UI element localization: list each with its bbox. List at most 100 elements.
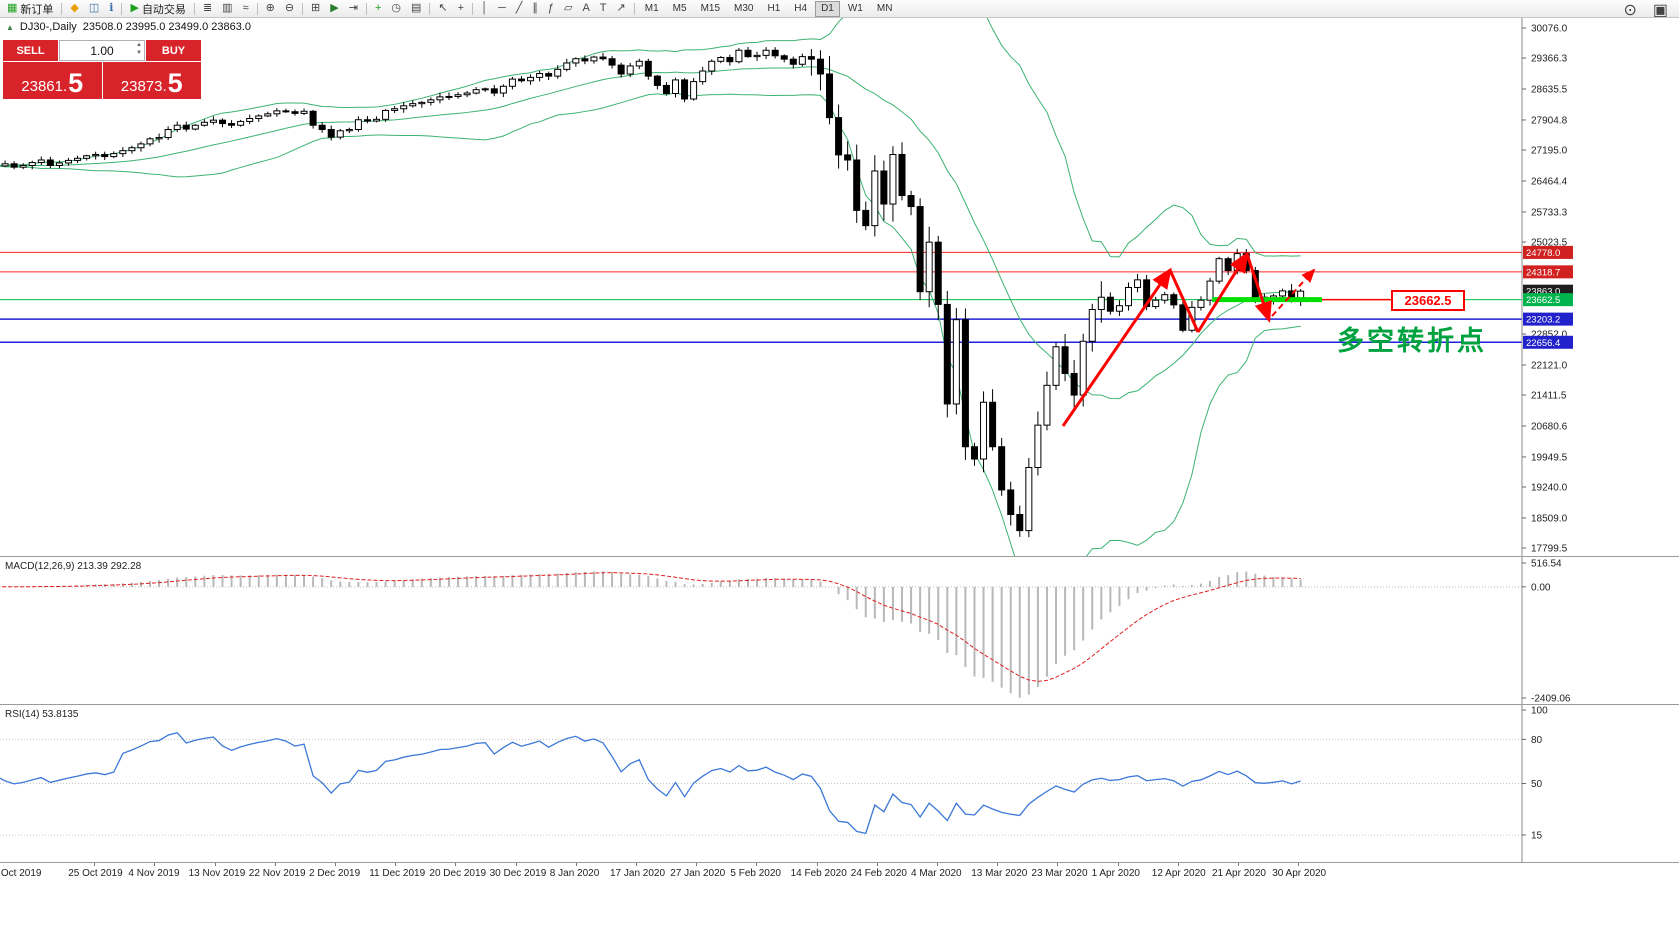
indicators-icon[interactable]: + [370, 0, 386, 17]
bars-chart-icon[interactable]: ≣ [198, 0, 217, 17]
shapes-icon: ▱ [563, 2, 573, 14]
volume-down-icon[interactable]: ▼ [136, 50, 142, 57]
channel-icon: ∥ [532, 2, 538, 14]
timeframe-w1-button[interactable]: W1 [847, 2, 863, 14]
trend-zigzag-arrow[interactable] [1245, 253, 1272, 323]
trend-zigzag-arrow[interactable] [1168, 269, 1200, 333]
timeframe-d1-button[interactable]: D1 [815, 0, 840, 17]
projection-arrow[interactable] [1271, 268, 1316, 317]
timeframe-h1-button[interactable]: H1 [767, 2, 781, 14]
time-axis-tick [756, 863, 758, 866]
autotrading-button: ▶ [130, 2, 139, 14]
auto-scroll-icon[interactable]: ▶ [325, 0, 343, 17]
zoom-in-icon[interactable]: ⊕ [261, 0, 280, 17]
new-order-button[interactable]: ▦ 新订单 [2, 0, 58, 17]
tile-windows-icon[interactable]: ⊞ [306, 0, 325, 17]
horizontal-line-icon[interactable]: ─ [493, 0, 511, 17]
trend-zigzag-arrow[interactable] [1196, 251, 1249, 333]
price-tag-label: 24318.7 [1526, 267, 1560, 278]
zoom-out-icon[interactable]: ⊖ [280, 0, 299, 17]
panel-separator[interactable] [0, 556, 1679, 557]
arrows-icon[interactable]: ↗ [612, 0, 631, 17]
price-axis-label: 21411.5 [1531, 391, 1567, 402]
timeframe-m30-button[interactable]: M30 [734, 2, 754, 14]
shapes-icon[interactable]: ▱ [559, 0, 577, 17]
price-tag-label: 24778.0 [1526, 248, 1560, 259]
buy-price-button[interactable]: 23873. 5 [102, 62, 201, 99]
volume-stepper[interactable]: ▲ ▼ [136, 41, 142, 58]
timeframe-m1-button[interactable]: M1 [644, 2, 659, 14]
timeframe-m15-button[interactable]: M15 [700, 2, 721, 14]
symbol-ohlc-values: 23508.0 23995.0 23499.0 23863.0 [82, 21, 251, 33]
time-axis-tick [1298, 863, 1300, 866]
time-axis-label: 23 Mar 2020 [1031, 868, 1088, 879]
trendline-icon[interactable]: ╱ [511, 0, 528, 17]
channel-icon[interactable]: ∥ [527, 0, 543, 17]
time-axis-tick [816, 863, 818, 866]
arrows-icon: ↗ [616, 2, 626, 14]
timeframe-m5-button[interactable]: M5 [672, 2, 687, 14]
macd-axis-label: -2409.06 [1531, 694, 1571, 705]
search-icon[interactable]: ⊙ [1623, 1, 1637, 19]
info-icon[interactable]: ℹ [104, 0, 118, 17]
timeframe-mn-button[interactable]: MN [876, 2, 893, 14]
trend-zigzag-arrow[interactable] [1061, 267, 1172, 427]
time-axis-label: 4 Nov 2019 [128, 868, 180, 879]
info-icon: ℹ [109, 2, 114, 14]
ask-price-pips: 5 [167, 68, 183, 99]
line-chart-icon[interactable]: ≈ [238, 0, 254, 17]
crosshair-icon[interactable]: + [453, 0, 469, 17]
main-price-chart[interactable]: 23662.5 多空转折点 30076.0 29366.3 28635.5 27904.8… [0, 18, 1679, 556]
price-tag [1523, 265, 1573, 279]
cursor-icon[interactable]: ↖ [433, 0, 452, 17]
time-axis-label: 25 Oct 2019 [68, 868, 123, 879]
chart-shift-icon: ⇥ [348, 2, 358, 14]
chart-window[interactable]: ▲ DJ30-,Daily 23508.0 23995.0 23499.0 23… [0, 18, 1679, 943]
timeframe-h4-button[interactable]: H4 [794, 2, 808, 14]
price-callout-box[interactable] [1391, 290, 1465, 311]
time-axis-tick [937, 863, 938, 866]
text-icon[interactable]: A [577, 0, 594, 17]
sell-price-button[interactable]: 23861. 5 [3, 62, 102, 99]
fibonacci-icon[interactable]: ƒ [543, 0, 559, 17]
print-icon[interactable]: ◫ [84, 0, 104, 17]
periods-icon[interactable]: ◷ [386, 0, 406, 17]
layout-icon[interactable]: ▣ [1652, 1, 1668, 19]
time-axis-tick [94, 863, 96, 866]
price-axis-label: 22121.0 [1531, 360, 1568, 371]
macd-histogram [4, 571, 1302, 698]
templates-icon[interactable]: ▤ [406, 0, 426, 17]
time-axis[interactable]: 15 Oct 2019 25 Oct 2019 4 Nov 2019 13 Nov 2… [0, 862, 1679, 885]
time-axis-label: 5 Feb 2020 [730, 868, 781, 879]
toolbar-separator [472, 2, 474, 15]
candles-chart-icon[interactable]: ▥ [217, 0, 237, 17]
autotrading-button[interactable]: ▶ 自动交易 [125, 0, 190, 17]
price-tag-label: 22656.4 [1526, 338, 1560, 349]
auto-scroll-icon: ▶ [330, 2, 339, 14]
price-axis[interactable]: 30076.0 29366.3 28635.5 27904.8 27195.0 26464… [1521, 18, 1573, 556]
label-icon[interactable]: T [595, 0, 612, 17]
main-toolbar: ▦ 新订单 ◆ ◫ ℹ ▶ 自动交易 ≣ ▥ ≈ ⊕ ⊖ ⊞ ▶ ⇥ + ◷ ▤ ↖ + │ ─ ╱ ∥ ƒ ▱ A T ↗ M1 M5 M1… [0, 0, 1679, 19]
symbol-title: DJ30-,Daily [19, 21, 77, 33]
time-axis-label: 12 Apr 2020 [1151, 868, 1206, 879]
volume-up-icon[interactable]: ▲ [136, 42, 142, 48]
vertical-line-icon[interactable]: │ [476, 0, 493, 17]
toolbar-separator [365, 2, 367, 15]
rsi-panel[interactable]: 100 80 50 15 RSI(14) 53.8135 [0, 705, 1679, 862]
buy-button[interactable]: BUY [146, 40, 201, 61]
time-axis-tick [997, 863, 999, 866]
panel-separator[interactable] [0, 704, 1679, 705]
rsi-axis-label: 80 [1531, 735, 1543, 746]
time-axis-label: 27 Jan 2020 [670, 868, 726, 879]
chart-shift-icon[interactable]: ⇥ [344, 0, 363, 17]
analysis-annotations[interactable]: 23662.5 多空转折点 [1061, 251, 1487, 427]
macd-panel[interactable]: 516.54 0.00 -2409.06 MACD(12,26,9) 213.39 2… [0, 557, 1679, 704]
price-axis-label: 28635.5 [1531, 85, 1568, 96]
alerts-icon[interactable]: ◆ [65, 0, 83, 17]
sell-button[interactable]: SELL [3, 40, 58, 61]
volume-input[interactable]: 1.00 ▲ ▼ [59, 40, 145, 61]
price-axis-label: 18509.0 [1531, 513, 1568, 524]
time-axis-tick [1177, 863, 1179, 866]
price-axis-label: 19949.5 [1531, 452, 1568, 463]
price-axis-label: 27904.8 [1531, 115, 1568, 126]
